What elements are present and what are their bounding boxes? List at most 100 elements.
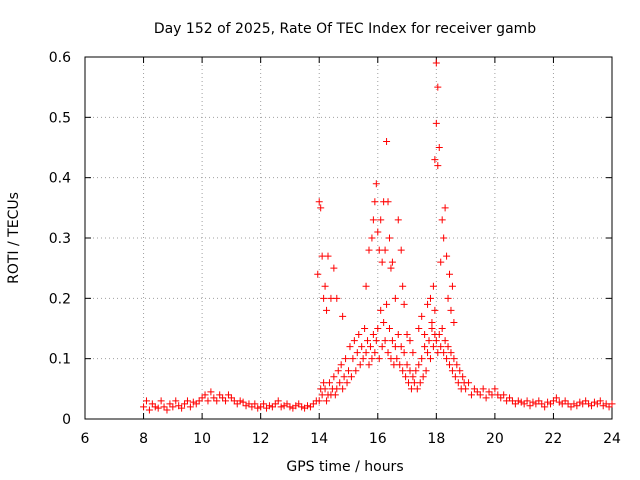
data-point (374, 325, 382, 332)
data-point (314, 270, 322, 278)
data-point (413, 385, 421, 393)
y-tick-label: 0.2 (49, 291, 71, 307)
data-point (590, 398, 598, 406)
data-point (325, 379, 333, 387)
data-point (383, 137, 391, 145)
data-point (372, 337, 380, 345)
data-point (421, 331, 429, 339)
data-point (440, 349, 448, 357)
data-point (304, 402, 312, 410)
data-point (254, 404, 262, 412)
data-point (318, 391, 326, 399)
data-point (274, 397, 282, 405)
data-point (323, 306, 331, 314)
data-point (400, 349, 408, 357)
x-tick-label: 18 (427, 431, 445, 447)
data-point (391, 294, 399, 302)
data-point (346, 343, 354, 351)
data-point (327, 294, 335, 302)
data-point (444, 343, 452, 351)
data-point (320, 294, 328, 302)
data-point (409, 349, 417, 357)
x-tick-label: 22 (545, 431, 563, 447)
data-point (440, 234, 448, 242)
data-point (148, 400, 156, 408)
data-point (549, 397, 557, 405)
data-point (358, 343, 366, 351)
data-point (473, 388, 481, 396)
data-point (588, 402, 596, 410)
data-point (362, 349, 370, 357)
data-point (393, 355, 401, 363)
data-point (399, 367, 407, 375)
data-point (394, 216, 402, 224)
data-point (529, 398, 537, 406)
data-point (145, 406, 153, 414)
data-point (140, 403, 148, 411)
data-point (372, 180, 380, 188)
data-point (219, 394, 227, 402)
data-point (374, 228, 382, 236)
data-point (424, 349, 432, 357)
data-point (526, 402, 534, 410)
data-point (448, 282, 456, 290)
data-point (381, 246, 389, 254)
data-point (186, 403, 194, 411)
data-point (561, 397, 569, 405)
data-point (447, 306, 455, 314)
data-point (397, 343, 405, 351)
data-point (497, 394, 505, 402)
y-tick-label: 0.1 (49, 352, 71, 368)
data-point (388, 258, 396, 266)
data-point (403, 331, 411, 339)
data-point (222, 397, 230, 405)
data-point (151, 403, 159, 411)
data-point (309, 400, 317, 408)
data-point (207, 388, 215, 396)
data-point (387, 355, 395, 363)
data-point (434, 162, 442, 170)
data-point (391, 343, 399, 351)
data-point (353, 349, 361, 357)
data-point (242, 402, 250, 410)
data-point (446, 361, 454, 369)
data-point (271, 400, 279, 408)
x-tick-label: 12 (252, 431, 270, 447)
data-point (364, 337, 372, 345)
x-tick-label: 24 (603, 431, 621, 447)
data-point (585, 400, 593, 408)
data-point (552, 394, 560, 402)
data-point (248, 403, 256, 411)
data-point (320, 379, 328, 387)
data-point (426, 355, 434, 363)
data-point (564, 400, 572, 408)
data-point (362, 282, 370, 290)
data-point (192, 400, 200, 408)
data-point (517, 398, 525, 406)
data-point (352, 367, 360, 375)
data-point (323, 397, 331, 405)
data-point (163, 406, 171, 414)
data-point (432, 59, 440, 67)
data-point (336, 379, 344, 387)
data-point (579, 400, 587, 408)
data-point (210, 394, 218, 402)
data-point (412, 367, 420, 375)
data-point (437, 258, 445, 266)
data-point (503, 397, 511, 405)
data-point (216, 391, 224, 399)
data-point (183, 397, 191, 405)
y-axis-label: ROTI / TECUs (6, 192, 22, 284)
data-point (277, 403, 285, 411)
data-point (599, 402, 607, 410)
data-point (286, 403, 294, 411)
data-point (435, 144, 443, 151)
data-point (368, 355, 376, 363)
data-point (416, 379, 424, 387)
data-point (450, 318, 458, 326)
data-point (508, 397, 516, 405)
y-tick-label: 0.5 (49, 110, 71, 126)
data-point (523, 397, 531, 405)
data-point (169, 403, 177, 411)
data-point (434, 83, 442, 91)
